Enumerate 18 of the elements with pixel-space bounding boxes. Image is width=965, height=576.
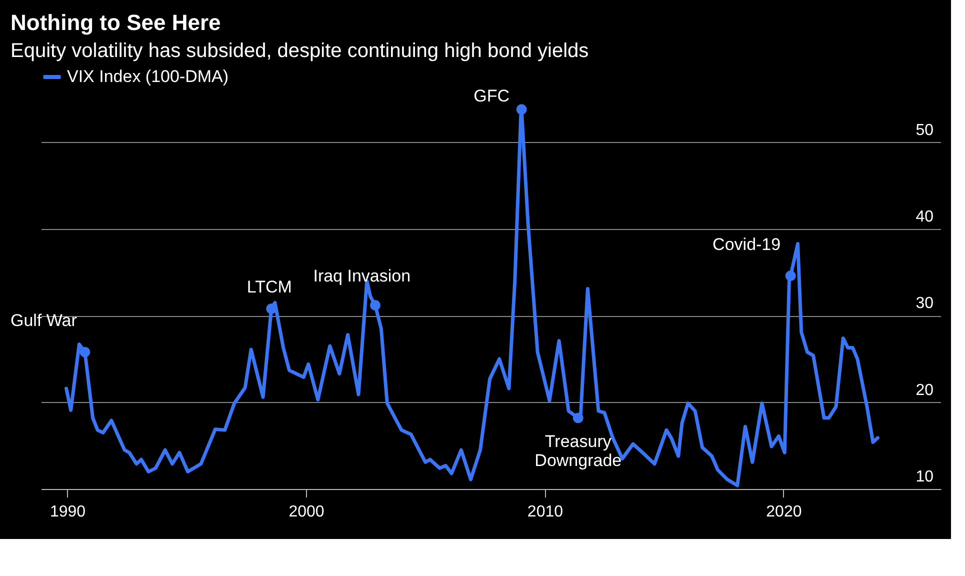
annotation: GFC (474, 86, 510, 106)
x-tick-label: 1990 (50, 504, 86, 520)
legend-label: VIX Index (100-DMA) (67, 67, 229, 86)
annotation: Iraq Invasion (313, 266, 411, 286)
y-tick-label: 10 (916, 468, 934, 486)
chart-subtitle: Equity volatility has subsided, despite continuing high bond yields (10, 40, 589, 62)
x-tick-label: 2020 (766, 504, 802, 520)
annotation: Gulf War (10, 311, 78, 330)
annotation: Treasury Downgrade (534, 432, 622, 470)
x-tick-label: 2000 (288, 504, 324, 520)
x-tick-label: 2010 (527, 504, 564, 520)
y-tick-label: 20 (916, 382, 934, 399)
y-tick-label: 30 (916, 295, 934, 312)
y-tick-label: 50 (916, 122, 934, 139)
annotation: Covid-19 (712, 234, 781, 254)
chart-title: Nothing to See Here (10, 10, 221, 35)
y-tick-label: 40 (916, 208, 934, 226)
annotation: LTCM (246, 278, 292, 297)
